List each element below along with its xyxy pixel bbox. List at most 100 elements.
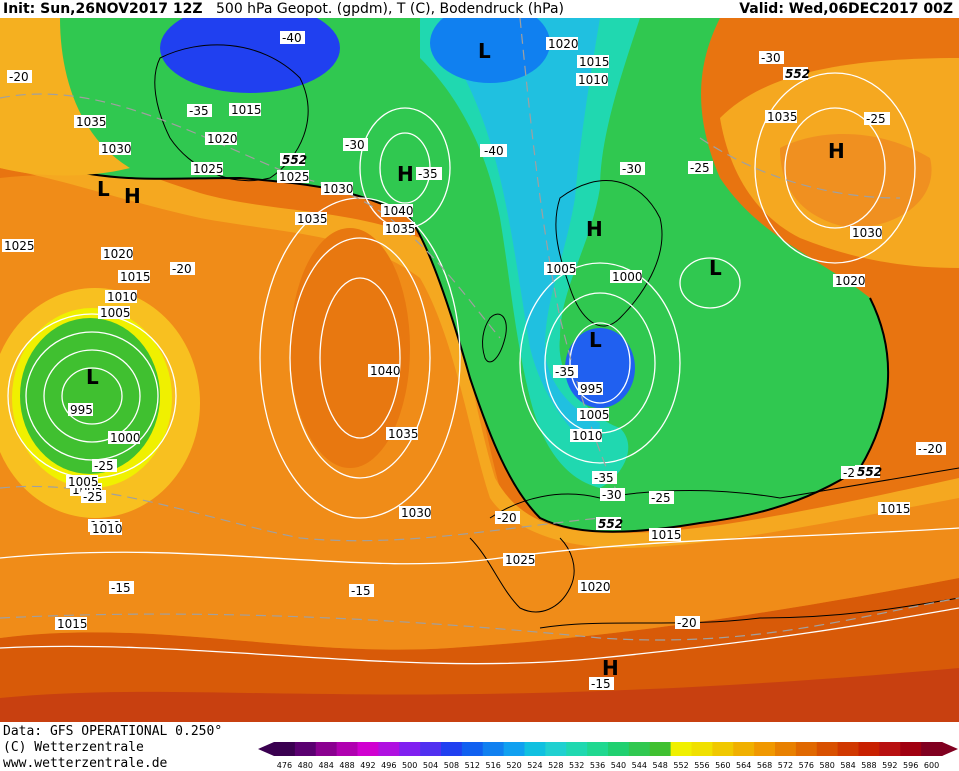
temperature-label: -30 bbox=[622, 162, 642, 176]
colorbar-segment bbox=[900, 742, 922, 756]
colorbar-segment bbox=[524, 742, 546, 756]
isobar-label: 1005 bbox=[546, 262, 577, 276]
isobar-label: 1040 bbox=[370, 364, 401, 378]
valid-time: Valid: Wed,06DEC2017 00Z bbox=[739, 1, 953, 17]
isobar-label: 1005 bbox=[100, 306, 131, 320]
isobar-label: 1035 bbox=[385, 222, 416, 236]
isobar-label: 1035 bbox=[388, 427, 419, 441]
copyright: (C) Wetterzentrale bbox=[3, 740, 144, 755]
isobar-label-bg bbox=[578, 382, 603, 395]
colorbar-tick-label: 500 bbox=[402, 761, 417, 770]
isobar-label-bg bbox=[399, 506, 431, 519]
temperature-label-bg bbox=[553, 365, 578, 378]
temperature-label: -20 bbox=[9, 70, 29, 84]
colorbar-tick-label: 496 bbox=[381, 761, 396, 770]
colorbar-segment bbox=[315, 742, 338, 756]
isobar-label: 1020 bbox=[207, 132, 238, 146]
coastline-greenland bbox=[154, 44, 309, 182]
colorbar-segment bbox=[545, 742, 567, 756]
isobar-label: 1015 bbox=[579, 55, 610, 69]
colorbar-segment bbox=[566, 742, 588, 756]
colorbar-segment bbox=[628, 742, 651, 756]
isobar-label-bg bbox=[321, 182, 353, 195]
temperature-label: -30 bbox=[345, 138, 365, 152]
coastline-africa bbox=[539, 597, 959, 629]
contour-552-label-bg bbox=[783, 67, 808, 80]
colorbar-tick-label: 568 bbox=[757, 761, 772, 770]
colorbar-tick-label: 552 bbox=[673, 761, 688, 770]
isobar-label-bg bbox=[578, 580, 610, 593]
temperature-label-bg bbox=[170, 262, 195, 275]
colorbar-segment bbox=[420, 742, 442, 756]
isobar-label-bg bbox=[610, 270, 642, 283]
colorbar-tick-label: 516 bbox=[486, 761, 501, 770]
isobar-label-bg bbox=[386, 427, 418, 440]
isobar-label-bg bbox=[503, 553, 535, 566]
colorbar-tick-label: 484 bbox=[319, 761, 334, 770]
colorbar-segment bbox=[712, 742, 734, 756]
isobar-label-bg bbox=[295, 212, 327, 225]
isobar-label-bg bbox=[99, 142, 131, 155]
system-label: L bbox=[478, 39, 491, 63]
colorbar-tick-label: 596 bbox=[903, 761, 918, 770]
temperature-label-bg bbox=[688, 161, 713, 174]
colorbar-tick-label: 480 bbox=[298, 761, 313, 770]
isobar-label-bg bbox=[68, 403, 93, 416]
colorbar-tick-label: 572 bbox=[778, 761, 793, 770]
temperature-label: -20 bbox=[923, 442, 943, 456]
geopotential-field-green-north bbox=[60, 18, 889, 532]
chart-title: 500 hPa Geopot. (gpdm), T (C), Bodendruc… bbox=[216, 1, 564, 17]
colorbar-tick-label: 588 bbox=[861, 761, 876, 770]
temperature-label-bg bbox=[81, 490, 106, 503]
contour-552-label-bg bbox=[280, 153, 305, 166]
isobar-label: 1000 bbox=[612, 270, 643, 284]
temperature-label-bg bbox=[921, 442, 946, 455]
temperature-label: -30 bbox=[761, 51, 781, 65]
temperature-label-bg bbox=[495, 511, 520, 524]
isobar-label: 995 bbox=[580, 382, 603, 396]
website-url: www.wetterzentrale.de bbox=[3, 756, 168, 771]
isobar-label: 1015 bbox=[880, 502, 911, 516]
system-label: H bbox=[586, 217, 603, 241]
contour-552-label-bg bbox=[596, 517, 621, 530]
temperature-label-bg bbox=[109, 581, 134, 594]
temperature-label: -20 bbox=[497, 511, 517, 525]
colorbar-segment bbox=[691, 742, 713, 756]
system-label: L bbox=[86, 365, 99, 389]
colorbar-tick-label: 580 bbox=[820, 761, 835, 770]
isobar-label: 1015 bbox=[57, 617, 88, 631]
isobar-label: 1010 bbox=[92, 522, 123, 536]
temperature-label-bg bbox=[7, 70, 32, 83]
isobar-label-bg bbox=[101, 247, 133, 260]
temperature-label-bg bbox=[343, 138, 368, 151]
chart-header: Init: Sun,26NOV2017 12Z 500 hPa Geopot. … bbox=[0, 0, 959, 18]
colorbar-segment bbox=[357, 742, 379, 756]
isobar-label: 1005 bbox=[579, 408, 610, 422]
colorbar-segment bbox=[670, 742, 692, 756]
temperature-label: -20 bbox=[677, 616, 697, 630]
temperature-label-bg bbox=[349, 584, 374, 597]
colorbar-segment bbox=[274, 742, 296, 756]
isobar-label: 1035 bbox=[297, 212, 328, 226]
data-source: Data: GFS OPERATIONAL 0.250° bbox=[3, 724, 223, 739]
temperature-label-bg bbox=[759, 51, 784, 64]
isobar-label-bg bbox=[833, 274, 865, 287]
system-label: H bbox=[124, 184, 141, 208]
isobar-label-bg bbox=[368, 364, 400, 377]
isobar-label: 1000 bbox=[110, 431, 141, 445]
colorbar-segment bbox=[461, 742, 484, 756]
temperature-label: -40 bbox=[484, 144, 504, 158]
colorbar-segment bbox=[399, 742, 421, 756]
contour-552-label: 552 bbox=[282, 153, 307, 167]
isobar-label: 1020 bbox=[835, 274, 866, 288]
colorbar-tick-label: 556 bbox=[694, 761, 709, 770]
system-label: H bbox=[602, 656, 619, 680]
isobars bbox=[0, 72, 959, 665]
isotherms bbox=[0, 18, 959, 641]
isobar-label-bg bbox=[765, 110, 797, 123]
system-label: L bbox=[97, 177, 110, 201]
temperature-label: -40 bbox=[282, 31, 302, 45]
temperature-label-bg bbox=[280, 31, 305, 44]
colorbar-tick-label: 576 bbox=[799, 761, 814, 770]
isobar-label: 1010 bbox=[578, 73, 609, 87]
